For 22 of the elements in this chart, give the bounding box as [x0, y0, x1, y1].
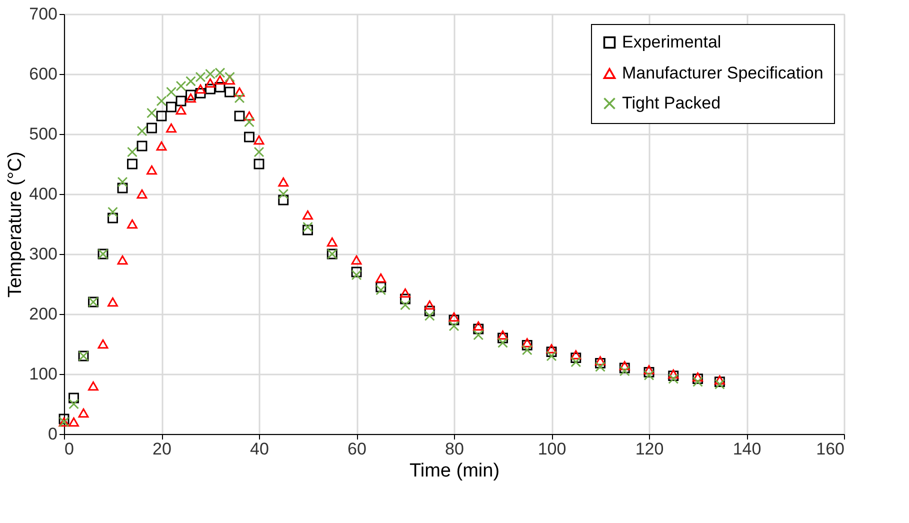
x-tick-label: 100 — [538, 440, 566, 458]
x-tick-label: 80 — [445, 440, 464, 458]
y-tick-label: 500 — [29, 124, 58, 144]
x-tick-label: 20 — [152, 440, 172, 458]
y-tick-label: 0 — [48, 424, 58, 444]
y-axis-title: Temperature (°C) — [5, 152, 26, 298]
x-tick-label: 120 — [635, 440, 664, 458]
y-tick-label: 700 — [29, 4, 58, 24]
x-tick-label: 0 — [64, 440, 74, 458]
y-tick-label: 100 — [29, 364, 58, 384]
y-tick-label: 600 — [29, 64, 58, 84]
x-tick-label: 160 — [816, 440, 844, 458]
x-tick-label: 40 — [250, 440, 269, 458]
y-tick-label: 400 — [29, 184, 58, 204]
x-axis-title: Time (min) — [409, 460, 500, 482]
y-tick-label: 300 — [29, 244, 58, 264]
y-tick-label: 200 — [29, 304, 58, 324]
x-tick-label: 140 — [732, 440, 762, 458]
legend-label: Experimental — [622, 32, 722, 52]
legend-label: Tight Packed — [622, 94, 721, 112]
x-tick-label: 60 — [348, 440, 366, 458]
legend-label: Manufacturer Specification — [622, 64, 824, 82]
